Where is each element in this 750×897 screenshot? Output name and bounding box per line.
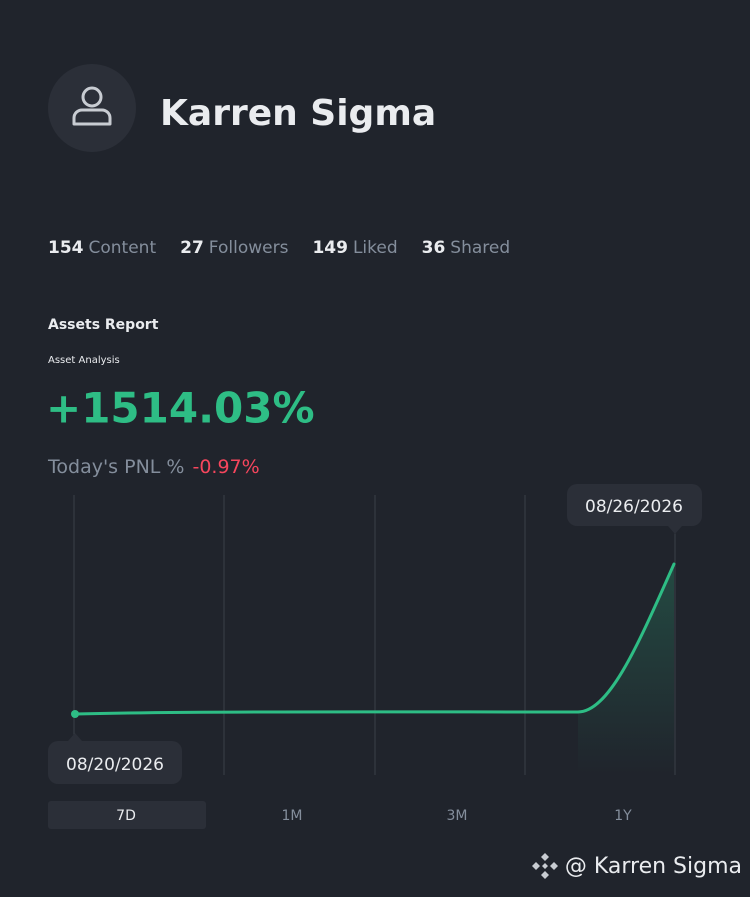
range-selected	[48, 801, 206, 829]
stats: 154 Content 27 Followers 149 Liked 36 Shared	[48, 238, 510, 258]
end-tooltip: 08/26/2026	[567, 484, 702, 534]
range-option[interactable]: 1Y	[614, 808, 632, 824]
total-change: +1514.03%	[46, 384, 315, 433]
stat-label: Followers	[209, 238, 289, 258]
start-tooltip: 08/20/2026	[48, 733, 182, 784]
range-option[interactable]: 7D	[116, 808, 136, 824]
avatar	[48, 64, 136, 152]
stat-label: Liked	[353, 238, 398, 258]
watermark: @ Karren Sigma	[532, 853, 742, 879]
report-subtitle: Asset Analysis	[48, 355, 120, 366]
report-title: Assets Report	[48, 317, 159, 333]
stat-count: 27	[180, 238, 204, 258]
stat-count: 36	[422, 238, 446, 258]
range-option[interactable]: 1M	[282, 808, 303, 824]
chart-grid	[73, 495, 676, 775]
pnl-label: Today's PNL %	[47, 456, 184, 478]
range-option[interactable]: 3M	[447, 808, 468, 824]
pnl: Today's PNL % -0.97%	[47, 456, 260, 478]
profile-name: Karren Sigma	[160, 93, 436, 134]
end-date: 08/26/2026	[585, 497, 683, 517]
start-point	[71, 710, 79, 718]
stats-line: 154 Content 27 Followers 149 Liked 36 Shared	[48, 238, 510, 258]
chart-line	[73, 562, 676, 716]
ranges: 7D 1M 3M 1Y	[116, 808, 632, 824]
stat-label: Shared	[450, 238, 510, 258]
start-date: 08/20/2026	[66, 755, 164, 775]
stat-label: Content	[89, 238, 157, 258]
chart-area	[578, 564, 674, 775]
pnl-value: -0.97%	[192, 456, 259, 478]
watermark-text: @ Karren Sigma	[565, 854, 742, 879]
stat-count: 154	[48, 238, 84, 258]
stat-count: 149	[312, 238, 348, 258]
